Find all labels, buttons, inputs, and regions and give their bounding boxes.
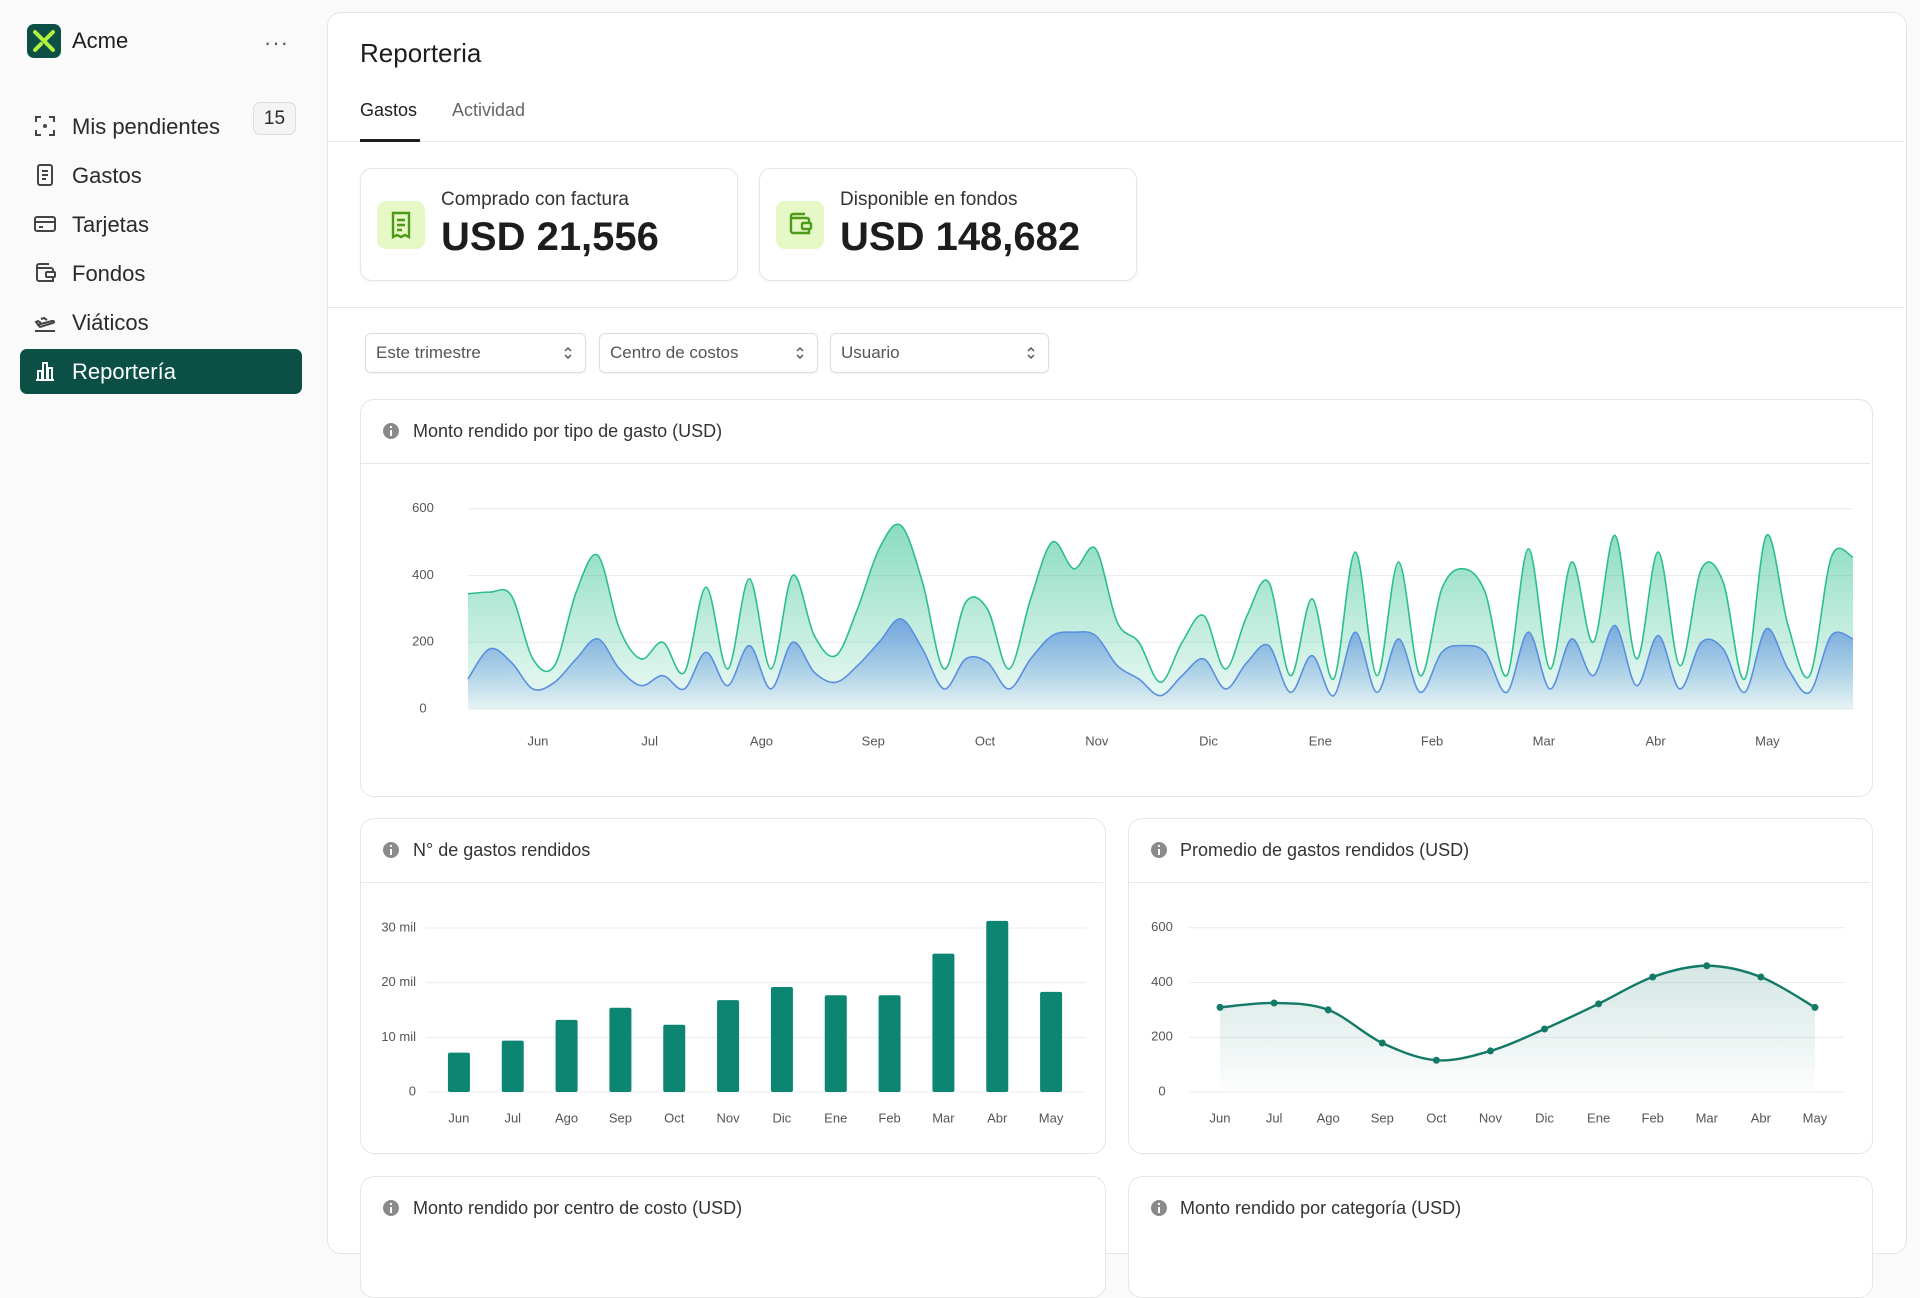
nav-label: Tarjetas <box>72 212 150 237</box>
nav-item[interactable]: Mis pendientes 15 <box>20 102 302 149</box>
chart-title: Promedio de gastos rendidos (USD) <box>1180 840 1470 860</box>
chevron <box>564 346 572 360</box>
stat-card: Disponible en fondos USD 148,682 <box>759 168 1137 281</box>
icon <box>36 263 56 282</box>
divider <box>328 307 1904 308</box>
nav-item[interactable]: Reportería <box>20 349 302 394</box>
icon <box>36 362 54 381</box>
filter-label: Usuario <box>841 343 900 362</box>
card-value: USD 148,682 <box>840 215 1081 259</box>
icon <box>35 116 55 136</box>
divider <box>361 463 1870 464</box>
chart-title: Monto rendido por tipo de gasto (USD) <box>413 421 723 441</box>
divider <box>1129 882 1870 883</box>
sidebar: Acme ··· Mis pendientes 15 Gastos Tarjeta… <box>0 0 326 1219</box>
logo-mark <box>33 30 55 52</box>
info-icon[interactable] <box>383 1200 399 1216</box>
brand: Acme <box>72 28 129 53</box>
tab[interactable]: Gastos <box>360 100 418 120</box>
chart-panel <box>1128 1176 1873 1298</box>
icon <box>37 164 53 186</box>
filter-select[interactable]: Usuario <box>830 333 1049 373</box>
nav-item[interactable]: Gastos <box>20 153 302 198</box>
chevron <box>796 346 804 360</box>
filter-select[interactable]: Este trimestre <box>365 333 586 373</box>
nav-label: Gastos <box>72 163 142 188</box>
nav-item[interactable]: Viáticos <box>20 300 302 345</box>
info-icon[interactable] <box>1151 1200 1167 1216</box>
chevron <box>1027 346 1035 360</box>
card-icon <box>776 201 824 249</box>
filter-label: Este trimestre <box>376 343 481 362</box>
nav-label: Reportería <box>72 359 176 384</box>
info-icon[interactable] <box>383 842 399 858</box>
icon <box>34 216 56 232</box>
chart-panel <box>360 818 1106 1154</box>
divider <box>361 882 1103 883</box>
card-label: Disponible en fondos <box>840 189 1018 210</box>
more-menu[interactable]: ··· <box>264 30 289 55</box>
icon <box>789 212 813 235</box>
filter-label: Centro de costos <box>610 343 739 362</box>
panel-title: Monto rendido por centro de costo (USD) <box>413 1198 743 1218</box>
nav-item[interactable]: Tarjetas <box>20 202 302 247</box>
filter-select[interactable]: Centro de costos <box>599 333 818 373</box>
logo <box>27 24 61 58</box>
nav-badge: 15 <box>253 102 296 135</box>
card-value: USD 21,556 <box>441 215 659 259</box>
card-icon <box>377 201 425 249</box>
nav-label: Fondos <box>72 261 146 286</box>
card-label: Comprado con factura <box>441 189 629 210</box>
chart-panel <box>360 399 1873 797</box>
info-icon[interactable] <box>383 423 399 439</box>
tab[interactable]: Actividad <box>452 100 526 120</box>
info-icon[interactable] <box>1151 842 1167 858</box>
chart-panel <box>360 1176 1106 1298</box>
panel-title: Monto rendido por categoría (USD) <box>1180 1198 1462 1218</box>
icon <box>34 316 56 332</box>
divider <box>328 141 1904 142</box>
nav-item[interactable]: Fondos <box>20 251 302 296</box>
page-title: Reporteria <box>360 38 482 68</box>
nav-label: Mis pendientes <box>72 114 220 139</box>
icon <box>391 211 411 239</box>
chart-panel <box>1128 818 1873 1154</box>
chart-title: N° de gastos rendidos <box>413 840 591 860</box>
stat-card: Comprado con factura USD 21,556 <box>360 168 738 281</box>
tab-underline <box>360 139 420 142</box>
nav-label: Viáticos <box>72 310 149 335</box>
